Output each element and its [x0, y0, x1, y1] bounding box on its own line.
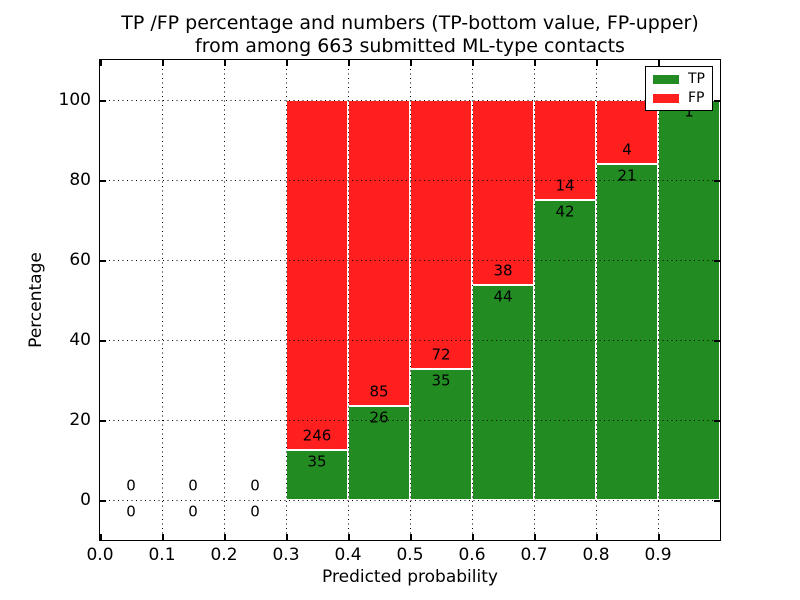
x-tick-label: 0.3 — [272, 546, 299, 564]
y-tick-label: 60 — [20, 250, 91, 270]
tp-count-label: 0 — [126, 505, 136, 520]
tick-mark — [534, 60, 536, 66]
legend-label-tp: TP — [688, 71, 705, 87]
tick-mark — [224, 534, 226, 540]
legend-item-tp: TP — [653, 71, 712, 87]
tick-mark — [410, 60, 412, 66]
fp-count-label: 0 — [188, 479, 198, 494]
fp-count-label: 246 — [303, 429, 332, 444]
fp-swatch-icon — [653, 94, 679, 103]
fp-count-label: 0 — [250, 479, 260, 494]
chart-title: TP /FP percentage and numbers (TP-bottom… — [121, 12, 699, 58]
tick-mark — [534, 534, 536, 540]
v-gridline — [596, 60, 597, 540]
tick-mark — [100, 420, 106, 422]
y-tick-label: 20 — [20, 410, 91, 430]
tick-mark — [100, 60, 102, 66]
chart-title-line1: TP /FP percentage and numbers (TP-bottom… — [121, 12, 699, 35]
fp-count-label: 38 — [493, 264, 512, 279]
v-gridline — [534, 60, 535, 540]
fp-count-label: 85 — [369, 385, 388, 400]
tick-mark — [100, 180, 106, 182]
x-tick-label: 0.0 — [86, 546, 113, 564]
tick-mark — [100, 534, 102, 540]
tick-mark — [348, 60, 350, 66]
tp-count-label: 0 — [188, 505, 198, 520]
tp-count-label: 35 — [431, 374, 450, 389]
tick-mark — [714, 500, 720, 502]
v-gridline — [472, 60, 473, 540]
tp-count-label: 0 — [250, 505, 260, 520]
x-axis-label: Predicted probability — [322, 567, 498, 587]
tp-bar-segment — [472, 285, 534, 500]
tick-mark — [658, 534, 660, 540]
tick-mark — [472, 534, 474, 540]
y-tick-label: 80 — [20, 170, 91, 190]
legend-label-fp: FP — [688, 90, 705, 106]
tick-mark — [348, 534, 350, 540]
x-tick-label: 0.9 — [644, 546, 671, 564]
fp-count-label: 4 — [622, 143, 632, 158]
tp-count-label: 44 — [493, 290, 512, 305]
v-gridline — [410, 60, 411, 540]
tick-mark — [714, 420, 720, 422]
v-gridline — [286, 60, 287, 540]
tick-mark — [100, 500, 106, 502]
fp-count-label: 14 — [555, 179, 574, 194]
tick-mark — [162, 534, 164, 540]
tp-count-label: 26 — [369, 411, 388, 426]
fp-bar-segment — [410, 100, 472, 369]
tick-mark — [714, 100, 720, 102]
x-tick-label: 0.1 — [148, 546, 175, 564]
tick-mark — [162, 60, 164, 66]
tp-swatch-icon — [653, 75, 679, 84]
tick-mark — [410, 534, 412, 540]
y-tick-label: 40 — [20, 330, 91, 350]
tp-count-label: 21 — [617, 169, 636, 184]
x-tick-label: 0.7 — [520, 546, 547, 564]
fp-count-label: 0 — [126, 479, 136, 494]
x-tick-label: 0.8 — [582, 546, 609, 564]
x-tick-label: 0.6 — [458, 546, 485, 564]
tick-mark — [714, 180, 720, 182]
plot-area: 00000024635852672353844144242101 — [99, 59, 721, 541]
tick-mark — [224, 60, 226, 66]
tick-mark — [100, 260, 106, 262]
tp-bar-segment — [658, 100, 720, 500]
tick-mark — [286, 60, 288, 66]
v-gridline — [658, 60, 659, 540]
tp-count-label: 42 — [555, 205, 574, 220]
tick-mark — [714, 260, 720, 262]
legend-item-fp: FP — [653, 90, 712, 106]
chart-title-line2: from among 663 submitted ML-type contact… — [121, 35, 699, 58]
tp-count-label: 35 — [307, 455, 326, 470]
tick-mark — [100, 340, 106, 342]
figure: TP /FP percentage and numbers (TP-bottom… — [0, 0, 800, 600]
v-gridline — [162, 60, 163, 540]
tp-bar-segment — [534, 200, 596, 500]
fp-bar-segment — [472, 100, 534, 285]
tick-mark — [714, 340, 720, 342]
tick-mark — [596, 534, 598, 540]
tick-mark — [596, 60, 598, 66]
x-tick-label: 0.2 — [210, 546, 237, 564]
fp-bar-segment — [286, 100, 348, 450]
fp-bar-segment — [348, 100, 410, 406]
v-gridline — [348, 60, 349, 540]
tick-mark — [100, 100, 106, 102]
tick-mark — [472, 60, 474, 66]
y-tick-label: 100 — [20, 90, 91, 110]
legend: TP FP — [645, 66, 713, 111]
x-tick-label: 0.5 — [396, 546, 423, 564]
tp-bar-segment — [596, 164, 658, 500]
fp-count-label: 72 — [431, 348, 450, 363]
y-tick-label: 0 — [20, 490, 91, 510]
tick-mark — [286, 534, 288, 540]
x-tick-label: 0.4 — [334, 546, 361, 564]
v-gridline — [224, 60, 225, 540]
